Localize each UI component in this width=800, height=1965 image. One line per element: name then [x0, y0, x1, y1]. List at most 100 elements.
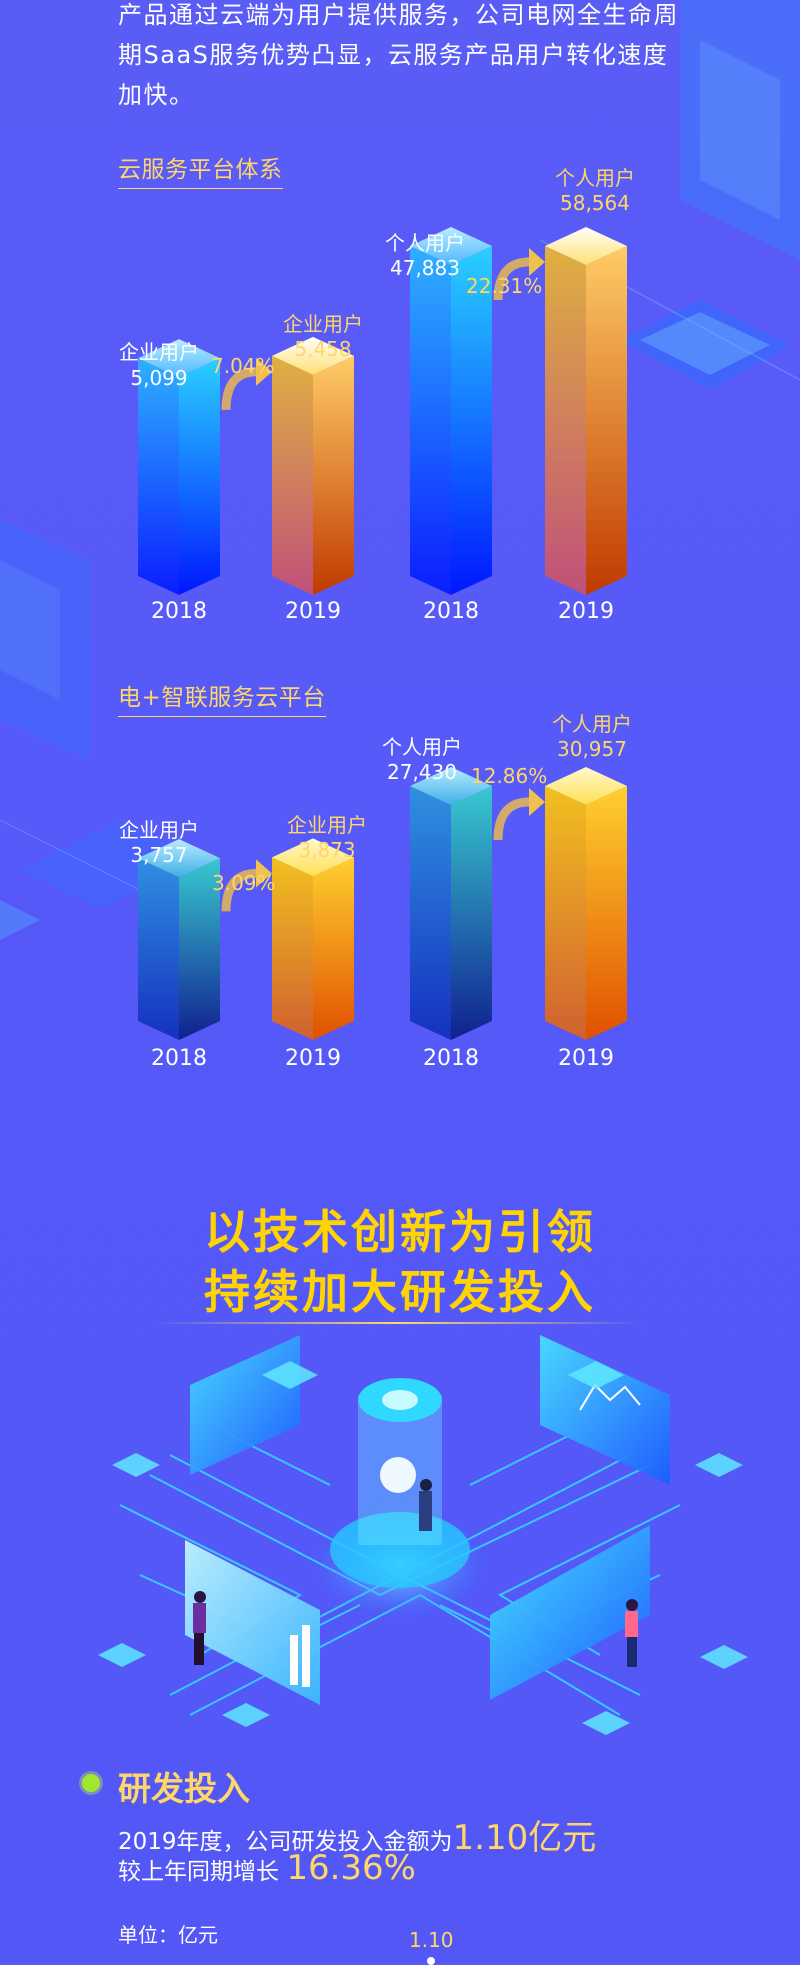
bar-value-label: 27,430	[387, 760, 457, 784]
growth-arrow-icon	[221, 868, 261, 912]
x-tick-label: 2019	[285, 1046, 341, 1071]
bar	[138, 339, 220, 595]
bar-group-label: 企业用户	[119, 818, 199, 842]
growth-arrow-head-icon	[256, 357, 272, 386]
bar	[138, 839, 220, 1040]
intro-line: 加快。	[118, 81, 195, 109]
bar-right-face	[451, 246, 492, 595]
bar-right-face	[451, 786, 492, 1040]
bar-group-label: 企业用户	[287, 813, 367, 837]
bar-right-face	[313, 355, 354, 595]
bar-value-label: 3,873	[298, 838, 356, 862]
server-tower-illustration	[620, 0, 800, 390]
bar-top-face	[410, 227, 492, 265]
bar	[545, 767, 627, 1040]
bar-group-label: 个人用户	[555, 166, 635, 190]
bar-top-face	[138, 839, 220, 878]
growth-arrow-icon	[493, 257, 534, 301]
bar-top-face	[272, 838, 354, 877]
bar-group-label: 企业用户	[283, 312, 363, 336]
bar	[272, 838, 354, 1040]
bar-right-face	[313, 857, 354, 1040]
unit-label: 单位：亿元	[118, 1923, 218, 1947]
bar-right-face	[586, 786, 627, 1040]
bar-value-label: 5,458	[294, 337, 352, 361]
bar-right-face	[179, 358, 220, 595]
intro-paragraph: 产品通过云端为用户提供服务，公司电网全生命周 期SaaS服务优势凸显，云服务产品…	[118, 0, 718, 115]
background-decoration	[0, 0, 800, 940]
section-bullet-icon	[79, 1771, 103, 1795]
server-block-left	[0, 520, 200, 940]
chart-title: 电+智联服务云平台	[118, 678, 326, 717]
bar-top-face	[545, 227, 627, 265]
rd-amount-line: 2019年度，公司研发投入金额为1.10亿元	[118, 1810, 596, 1859]
x-tick-label: 2019	[285, 599, 341, 624]
analytics-panel	[490, 1525, 650, 1700]
node-cubes	[98, 1361, 748, 1735]
bar-group-label: 个人用户	[382, 735, 462, 759]
x-tick-label: 2019	[558, 1046, 614, 1071]
bar-chart-cloud-service	[138, 227, 627, 595]
platform-base	[330, 1512, 470, 1588]
person-center	[419, 1479, 432, 1531]
bar-left-face	[410, 786, 451, 1040]
bar-left-face	[272, 857, 313, 1040]
bar-left-face	[410, 246, 451, 595]
bar-right-face	[179, 858, 220, 1040]
growth-arrow-head-icon	[256, 859, 272, 888]
intro-line: 期SaaS服务优势凸显，云服务产品用户转化速度	[118, 41, 669, 69]
headline-line-2: 持续加大研发投入	[204, 1265, 596, 1319]
rd-amount-text: 2019年度，公司研发投入金额为	[118, 1829, 453, 1855]
dashboard-panel	[540, 1335, 670, 1485]
growth-arrow-head-icon	[529, 788, 545, 816]
bar-value-label: 5,099	[130, 366, 188, 390]
growth-label: 7.04%	[211, 354, 275, 378]
rd-chart-value-label: 1.10	[409, 1928, 454, 1952]
bar-value-label: 47,883	[390, 256, 460, 280]
bar-value-label: 3,757	[130, 843, 188, 867]
rd-growth-value: 16.36%	[286, 1848, 416, 1888]
x-tick-label: 2018	[423, 1046, 479, 1071]
report-panel	[185, 1540, 320, 1705]
x-tick-label: 2018	[151, 1046, 207, 1071]
bar-top-face	[545, 767, 627, 805]
headline-divider	[153, 1322, 643, 1324]
intro-line: 产品通过云端为用户提供服务，公司电网全生命周	[118, 1, 679, 29]
rd-heading: 研发投入	[118, 1769, 250, 1808]
chart-title: 云服务平台体系	[118, 150, 283, 189]
growth-arrow-icon	[221, 367, 261, 410]
bar-left-face	[138, 858, 179, 1040]
rd-growth-line: 较上年同期增长 16.36%	[118, 1848, 416, 1888]
bar-value-label: 58,564	[560, 191, 630, 215]
growth-label: 12.86%	[471, 764, 548, 788]
headline-line-1: 以技术创新为引领	[204, 1205, 596, 1259]
rd-chart-point	[427, 1957, 435, 1965]
dashboard-panel	[190, 1335, 300, 1475]
bar-top-face	[138, 339, 220, 378]
bar-group-label: 企业用户	[119, 340, 199, 364]
x-tick-label: 2018	[423, 599, 479, 624]
bar	[545, 227, 627, 595]
x-tick-label: 2019	[558, 599, 614, 624]
bar-top-face	[272, 336, 354, 375]
growth-label: 3.09%	[212, 871, 276, 895]
growth-arrow-icon	[493, 797, 534, 841]
bar-left-face	[545, 246, 586, 595]
bar-left-face	[545, 786, 586, 1040]
bar-left-face	[138, 358, 179, 595]
bar-group-label: 个人用户	[385, 231, 465, 255]
growth-arrow-head-icon	[529, 248, 545, 276]
bar-group-label: 个人用户	[552, 712, 632, 736]
person-right	[625, 1599, 638, 1667]
bar-top-face	[410, 767, 492, 805]
bar-left-face	[272, 355, 313, 595]
robot-head-icon	[380, 1457, 416, 1493]
growth-label: 22.31%	[466, 274, 543, 298]
bar-value-label: 30,957	[557, 737, 627, 761]
bar-right-face	[586, 246, 627, 595]
bar	[272, 336, 354, 595]
bar	[410, 227, 492, 595]
person-left	[193, 1591, 206, 1665]
rd-technology-illustration	[98, 1335, 748, 1735]
rd-amount-value: 1.10亿元	[452, 1818, 597, 1858]
